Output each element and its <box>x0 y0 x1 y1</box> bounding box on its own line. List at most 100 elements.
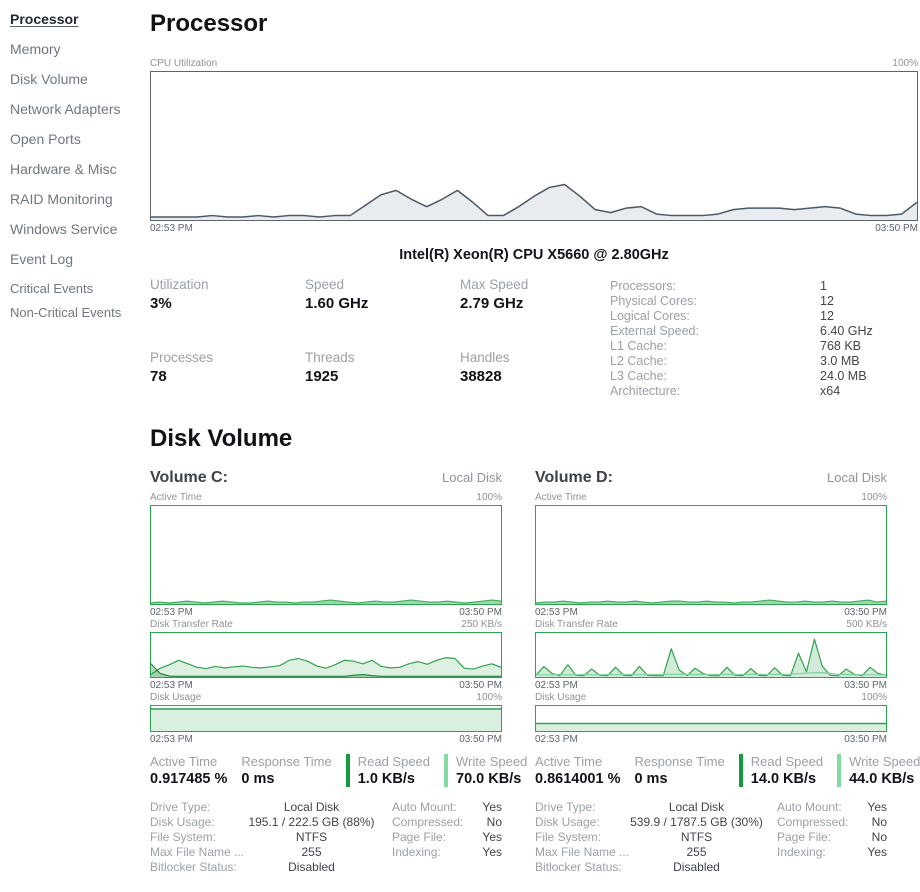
sidebar-item-event-log[interactable]: Event Log <box>10 251 74 267</box>
stat-value: 38828 <box>460 368 502 385</box>
stat-processes: Processes 78 <box>150 350 305 399</box>
detail-file-system: File System: NTFS <box>150 830 378 845</box>
stat-value: 2.79 GHz <box>460 295 524 312</box>
chart-time-start: 02:53 PM <box>150 734 193 745</box>
stat-write-speed: Write Speed 44.0 KB/s <box>837 754 920 787</box>
active-time-chart <box>150 505 502 605</box>
detail-label: Max File Name ... <box>150 845 245 859</box>
sidebar-item-processor[interactable]: Processor <box>10 11 79 27</box>
sidebar-item-windows-service[interactable]: Windows Service <box>10 221 118 237</box>
detail-max-file-name: Max File Name ... 255 <box>535 845 763 860</box>
stat-max-speed: Max Speed 2.79 GHz <box>460 277 610 326</box>
spec-value: 12 <box>820 294 834 308</box>
detail-label: Auto Mount: <box>392 800 457 814</box>
detail-value: 255 <box>301 845 322 859</box>
disk-usage-chart <box>150 705 502 732</box>
sidebar-item-open-ports[interactable]: Open Ports <box>10 131 81 147</box>
stat-value: 14.0 KB/s <box>750 771 817 787</box>
detail-auto-mount: Auto Mount: Yes <box>392 800 502 815</box>
transfer-rate-chart-max-label: 250 KB/s <box>461 619 502 630</box>
spec-processors: Processors: 1 <box>610 279 918 294</box>
spec-l3-cache: L3 Cache: 24.0 MB <box>610 369 918 384</box>
transfer-rate-chart <box>535 632 887 678</box>
detail-drive-type: Drive Type: Local Disk <box>535 800 763 815</box>
detail-value: Disabled <box>288 860 335 874</box>
detail-value: Yes <box>482 830 502 844</box>
stat-value: 1925 <box>305 368 339 385</box>
stat-label: Active Time <box>150 754 218 769</box>
sidebar-item-network-adapters[interactable]: Network Adapters <box>10 101 121 117</box>
volume-c-disk-usage-group: Disk Usage 100% 02:53 PM 03:50 PM <box>150 692 502 745</box>
sidebar-item-disk-volume[interactable]: Disk Volume <box>10 71 88 87</box>
volume-disk-type: Local Disk <box>827 470 887 485</box>
stat-label: Response Time <box>241 754 332 769</box>
disk-usage-chart-max-label: 100% <box>476 692 502 703</box>
detail-value: No <box>871 830 887 844</box>
spec-value: 3.0 MB <box>820 354 860 368</box>
sidebar: Processor Memory Disk Volume Network Ada… <box>0 0 140 875</box>
cpu-chart-time-axis: 02:53 PM 03:50 PM <box>150 223 918 234</box>
chart-time-start: 02:53 PM <box>150 607 193 618</box>
volume-d-transfer-rate-group: Disk Transfer Rate 500 KB/s 02:53 PM 03:… <box>535 619 887 691</box>
detail-label: Drive Type: <box>150 800 211 814</box>
volume-disk-type: Local Disk <box>442 470 502 485</box>
stat-response-time: Response Time 0 ms <box>241 754 331 787</box>
volume-d-panel: Volume D: Local Disk Active Time 100% 02… <box>535 469 920 875</box>
stat-value: 3% <box>150 295 172 312</box>
chart-time-start: 02:53 PM <box>535 680 578 691</box>
detail-page-file: Page File: No <box>777 830 887 845</box>
stat-active-time: Active Time 0.8614001 % <box>535 754 620 787</box>
sidebar-item-critical-events[interactable]: Critical Events <box>10 281 94 296</box>
detail-label: Auto Mount: <box>777 800 842 814</box>
stat-value: 70.0 KB/s <box>456 771 522 787</box>
detail-max-file-name: Max File Name ... 255 <box>150 845 378 860</box>
volume-name: Volume C: <box>150 469 228 486</box>
detail-drive-type: Drive Type: Local Disk <box>150 800 378 815</box>
chart-time-end: 03:50 PM <box>844 734 887 745</box>
stat-label: Max Speed <box>460 277 529 292</box>
detail-value: Local Disk <box>283 800 340 814</box>
detail-bitlocker-status: Bitlocker Status: Disabled <box>535 860 763 875</box>
cpu-chart-time-start: 02:53 PM <box>150 223 193 234</box>
transfer-rate-chart-max-label: 500 KB/s <box>846 619 887 630</box>
detail-value: No <box>871 815 887 829</box>
stat-read-speed: Read Speed 1.0 KB/s <box>345 754 430 787</box>
detail-indexing: Indexing: Yes <box>392 845 502 860</box>
spec-logical-cores: Logical Cores: 12 <box>610 309 918 324</box>
sidebar-item-raid-monitoring[interactable]: RAID Monitoring <box>10 191 113 207</box>
stat-label: Response Time <box>634 754 725 769</box>
chart-time-end: 03:50 PM <box>844 607 887 618</box>
disk-usage-chart-max-label: 100% <box>861 692 887 703</box>
sidebar-item-non-critical-events[interactable]: Non-Critical Events <box>10 305 122 320</box>
stat-threads: Threads 1925 <box>305 350 460 399</box>
volume-c-transfer-rate-group: Disk Transfer Rate 250 KB/s 02:53 PM 03:… <box>150 619 502 691</box>
stat-value: 1.0 KB/s <box>357 771 415 787</box>
chart-time-start: 02:53 PM <box>150 680 193 691</box>
detail-file-system: File System: NTFS <box>535 830 763 845</box>
volume-d-disk-usage-group: Disk Usage 100% 02:53 PM 03:50 PM <box>535 692 887 745</box>
stat-label: Threads <box>305 350 355 365</box>
processor-section-title: Processor <box>150 10 268 37</box>
stat-value: 1.60 GHz <box>305 295 369 312</box>
stat-value: 0 ms <box>241 771 275 787</box>
detail-compressed: Compressed: No <box>777 815 887 830</box>
active-time-chart <box>535 505 887 605</box>
chart-time-start: 02:53 PM <box>535 607 578 618</box>
active-time-chart-label: Active Time <box>535 492 587 503</box>
processor-specs: Processors: 1 Physical Cores: 12 Logical… <box>610 277 918 399</box>
detail-value: Yes <box>867 845 887 859</box>
stat-read-speed: Read Speed 14.0 KB/s <box>738 754 823 787</box>
spec-l2-cache: L2 Cache: 3.0 MB <box>610 354 918 369</box>
sidebar-item-memory[interactable]: Memory <box>10 41 61 57</box>
spec-value: 1 <box>820 279 827 293</box>
detail-label: File System: <box>150 830 217 844</box>
volume-c-details: Drive Type: Local Disk Disk Usage: 195.1… <box>150 800 502 875</box>
sidebar-item-hardware-misc[interactable]: Hardware & Misc <box>10 161 117 177</box>
disk-volume-section-title: Disk Volume <box>150 425 293 452</box>
chart-time-end: 03:50 PM <box>459 734 502 745</box>
detail-value: 255 <box>686 845 707 859</box>
active-time-chart-max-label: 100% <box>476 492 502 503</box>
volume-d-header: Volume D: Local Disk <box>535 469 887 487</box>
detail-value: 195.1 / 222.5 GB (88%) <box>248 815 375 829</box>
detail-label: Page File: <box>777 830 832 844</box>
